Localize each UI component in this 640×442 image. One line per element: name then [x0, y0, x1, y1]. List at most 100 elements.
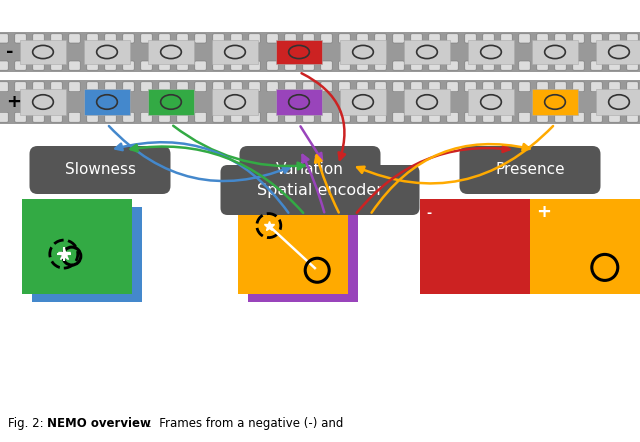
Text: Spatial encoder: Spatial encoder — [257, 183, 383, 198]
FancyBboxPatch shape — [285, 112, 296, 122]
FancyBboxPatch shape — [87, 112, 98, 122]
FancyBboxPatch shape — [249, 82, 260, 91]
FancyBboxPatch shape — [591, 82, 602, 91]
FancyBboxPatch shape — [501, 82, 512, 91]
FancyBboxPatch shape — [159, 82, 170, 91]
FancyBboxPatch shape — [69, 82, 80, 91]
FancyBboxPatch shape — [303, 61, 314, 70]
FancyBboxPatch shape — [573, 61, 584, 70]
FancyBboxPatch shape — [609, 61, 620, 70]
FancyBboxPatch shape — [249, 112, 260, 122]
Bar — [596, 89, 640, 115]
Bar — [404, 40, 450, 64]
Text: +: + — [6, 93, 21, 111]
FancyBboxPatch shape — [141, 112, 152, 122]
FancyBboxPatch shape — [501, 112, 512, 122]
FancyBboxPatch shape — [339, 61, 350, 70]
FancyBboxPatch shape — [231, 82, 242, 91]
FancyBboxPatch shape — [555, 112, 566, 122]
Text: Fig. 2:: Fig. 2: — [8, 417, 47, 430]
FancyBboxPatch shape — [0, 112, 8, 122]
FancyBboxPatch shape — [0, 34, 8, 43]
Bar — [22, 199, 132, 294]
FancyBboxPatch shape — [285, 82, 296, 91]
FancyBboxPatch shape — [537, 82, 548, 91]
FancyBboxPatch shape — [29, 146, 170, 194]
FancyBboxPatch shape — [321, 82, 332, 91]
FancyBboxPatch shape — [393, 82, 404, 91]
FancyBboxPatch shape — [33, 82, 44, 91]
FancyBboxPatch shape — [627, 82, 638, 91]
FancyBboxPatch shape — [357, 34, 368, 43]
Text: Slowness: Slowness — [65, 163, 136, 178]
FancyBboxPatch shape — [249, 61, 260, 70]
Bar — [404, 89, 450, 115]
FancyBboxPatch shape — [123, 34, 134, 43]
FancyBboxPatch shape — [465, 61, 476, 70]
FancyBboxPatch shape — [357, 82, 368, 91]
FancyBboxPatch shape — [69, 112, 80, 122]
FancyBboxPatch shape — [573, 34, 584, 43]
FancyBboxPatch shape — [285, 34, 296, 43]
FancyBboxPatch shape — [177, 34, 188, 43]
FancyBboxPatch shape — [339, 34, 350, 43]
FancyBboxPatch shape — [321, 34, 332, 43]
FancyBboxPatch shape — [195, 61, 206, 70]
FancyBboxPatch shape — [357, 112, 368, 122]
FancyBboxPatch shape — [159, 34, 170, 43]
Bar — [20, 89, 66, 115]
FancyBboxPatch shape — [573, 82, 584, 91]
FancyBboxPatch shape — [212, 34, 224, 43]
FancyBboxPatch shape — [429, 61, 440, 70]
FancyBboxPatch shape — [447, 82, 458, 91]
FancyBboxPatch shape — [339, 82, 350, 91]
FancyBboxPatch shape — [69, 61, 80, 70]
Text: Presence: Presence — [495, 163, 565, 178]
FancyBboxPatch shape — [411, 34, 422, 43]
Bar — [532, 89, 578, 115]
FancyBboxPatch shape — [411, 112, 422, 122]
Bar — [212, 89, 258, 115]
FancyBboxPatch shape — [0, 82, 8, 91]
FancyBboxPatch shape — [15, 34, 26, 43]
FancyBboxPatch shape — [177, 61, 188, 70]
FancyBboxPatch shape — [321, 61, 332, 70]
FancyBboxPatch shape — [123, 112, 134, 122]
FancyBboxPatch shape — [429, 82, 440, 91]
FancyBboxPatch shape — [627, 34, 638, 43]
FancyBboxPatch shape — [239, 146, 381, 194]
FancyBboxPatch shape — [51, 61, 62, 70]
FancyBboxPatch shape — [519, 112, 530, 122]
FancyBboxPatch shape — [105, 82, 116, 91]
FancyBboxPatch shape — [285, 61, 296, 70]
FancyBboxPatch shape — [519, 34, 530, 43]
FancyBboxPatch shape — [483, 61, 494, 70]
FancyBboxPatch shape — [249, 34, 260, 43]
FancyBboxPatch shape — [105, 34, 116, 43]
FancyBboxPatch shape — [51, 112, 62, 122]
Bar — [468, 89, 514, 115]
FancyBboxPatch shape — [221, 165, 419, 215]
FancyBboxPatch shape — [212, 82, 224, 91]
FancyBboxPatch shape — [573, 112, 584, 122]
Bar — [530, 199, 640, 294]
FancyBboxPatch shape — [555, 34, 566, 43]
FancyBboxPatch shape — [591, 112, 602, 122]
FancyBboxPatch shape — [465, 34, 476, 43]
FancyBboxPatch shape — [195, 82, 206, 91]
FancyBboxPatch shape — [33, 61, 44, 70]
Bar — [148, 89, 194, 115]
FancyBboxPatch shape — [483, 112, 494, 122]
FancyBboxPatch shape — [159, 61, 170, 70]
FancyBboxPatch shape — [267, 82, 278, 91]
Text: NEMO overview: NEMO overview — [47, 417, 151, 430]
FancyBboxPatch shape — [69, 34, 80, 43]
Text: -: - — [426, 207, 431, 220]
FancyBboxPatch shape — [609, 112, 620, 122]
FancyBboxPatch shape — [537, 34, 548, 43]
FancyBboxPatch shape — [411, 61, 422, 70]
Bar — [340, 40, 386, 64]
Bar — [340, 89, 386, 115]
FancyBboxPatch shape — [591, 61, 602, 70]
FancyBboxPatch shape — [357, 61, 368, 70]
